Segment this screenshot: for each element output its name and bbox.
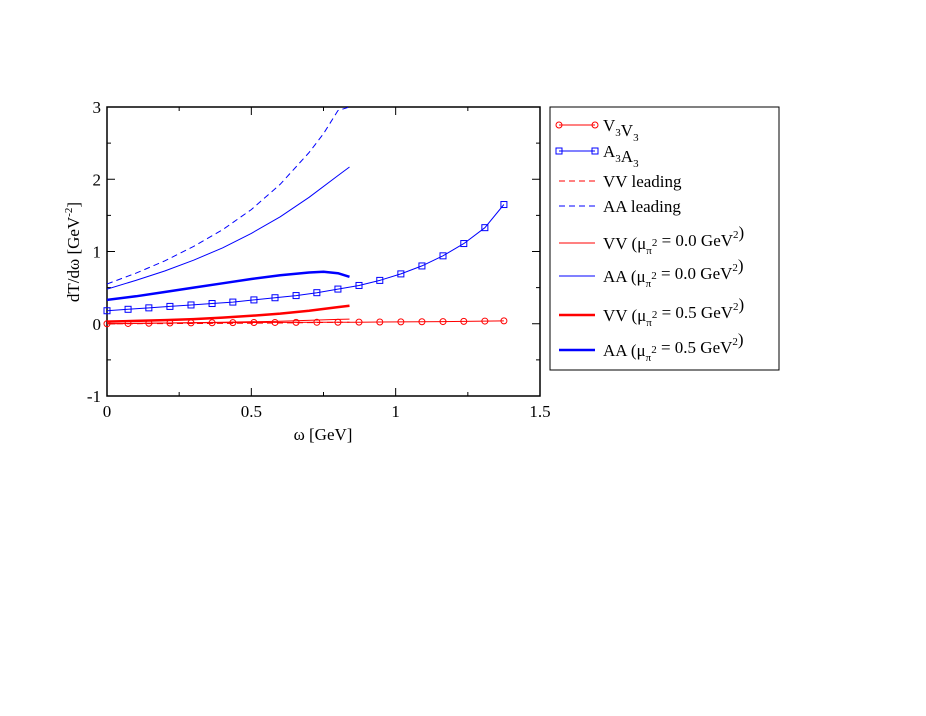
- x-tick-label: 1.5: [529, 402, 550, 421]
- legend-marker-v3v3: [555, 121, 563, 129]
- data-point-a3a3: [439, 252, 447, 260]
- legend-label-vv-05: VV (μπ2 = 0.5 GeV2): [603, 295, 744, 329]
- y-tick-label: -1: [87, 387, 101, 406]
- data-point-a3a3: [500, 201, 508, 209]
- series-line-aa-05: [107, 270, 350, 302]
- data-point-v3v3: [166, 319, 174, 327]
- series-line-a3a3: [107, 204, 505, 312]
- data-point-a3a3: [376, 276, 384, 284]
- legend-label-a3a3: A3A3: [603, 142, 639, 170]
- data-point-a3a3: [334, 285, 342, 293]
- data-point-v3v3: [439, 318, 447, 326]
- data-point-v3v3: [481, 317, 489, 325]
- y-tick-label: 3: [93, 98, 102, 117]
- legend-label-vv-00: VV (μπ2 = 0.0 GeV2): [603, 223, 744, 257]
- series-line-aa-leading: [107, 107, 350, 285]
- legend-marker-a3a3: [591, 147, 599, 155]
- data-point-a3a3: [397, 270, 405, 278]
- data-point-a3a3: [166, 302, 174, 310]
- data-point-a3a3: [271, 294, 279, 302]
- series-line-aa-00: [107, 166, 350, 290]
- data-point-v3v3: [460, 317, 468, 325]
- legend-marker-v3v3: [591, 121, 599, 129]
- data-point-a3a3: [355, 281, 363, 289]
- legend-label-v3v3: V3V3: [603, 116, 639, 144]
- data-point-v3v3: [418, 318, 426, 326]
- data-point-a3a3: [187, 301, 195, 309]
- x-tick-label: 0.5: [241, 402, 262, 421]
- data-point-a3a3: [250, 296, 258, 304]
- y-axis-title: dT/dω [GeV-2]: [63, 202, 83, 302]
- data-point-v3v3: [376, 318, 384, 326]
- y-tick-label: 0: [93, 315, 102, 334]
- data-point-v3v3: [187, 319, 195, 327]
- data-point-v3v3: [208, 319, 216, 327]
- data-point-a3a3: [460, 240, 468, 248]
- data-point-v3v3: [145, 319, 153, 327]
- legend-marker-a3a3: [555, 147, 563, 155]
- data-point-v3v3: [229, 319, 237, 327]
- data-point-v3v3: [355, 318, 363, 326]
- data-point-v3v3: [250, 319, 258, 327]
- data-point-v3v3: [313, 318, 321, 326]
- x-axis-title: ω [GeV]: [294, 425, 353, 444]
- y-tick-label: 1: [93, 243, 102, 262]
- data-point-a3a3: [229, 298, 237, 306]
- x-tick-label: 0: [103, 402, 112, 421]
- x-tick-label: 1: [391, 402, 400, 421]
- data-point-v3v3: [271, 318, 279, 326]
- markers-layer: [103, 201, 508, 328]
- series-layer: [107, 107, 505, 325]
- data-point-v3v3: [124, 319, 132, 327]
- data-point-a3a3: [292, 292, 300, 300]
- legend-label-vv-leading: VV leading: [603, 172, 682, 191]
- data-point-a3a3: [313, 289, 321, 297]
- plot-frame: [106, 106, 541, 397]
- data-point-a3a3: [481, 224, 489, 232]
- data-point-v3v3: [397, 318, 405, 326]
- data-point-a3a3: [145, 304, 153, 312]
- data-point-v3v3: [292, 318, 300, 326]
- y-tick-label: 2: [93, 170, 102, 189]
- data-point-v3v3: [500, 317, 508, 325]
- data-point-a3a3: [208, 300, 216, 308]
- data-point-a3a3: [418, 262, 426, 270]
- data-point-v3v3: [334, 318, 342, 326]
- legend-label-aa-leading: AA leading: [603, 197, 681, 216]
- data-point-a3a3: [103, 307, 111, 315]
- legend-label-aa-05: AA (μπ2 = 0.5 GeV2): [603, 330, 744, 364]
- data-point-a3a3: [124, 305, 132, 313]
- legend-label-aa-00: AA (μπ2 = 0.0 GeV2): [603, 256, 744, 290]
- data-point-v3v3: [103, 320, 111, 328]
